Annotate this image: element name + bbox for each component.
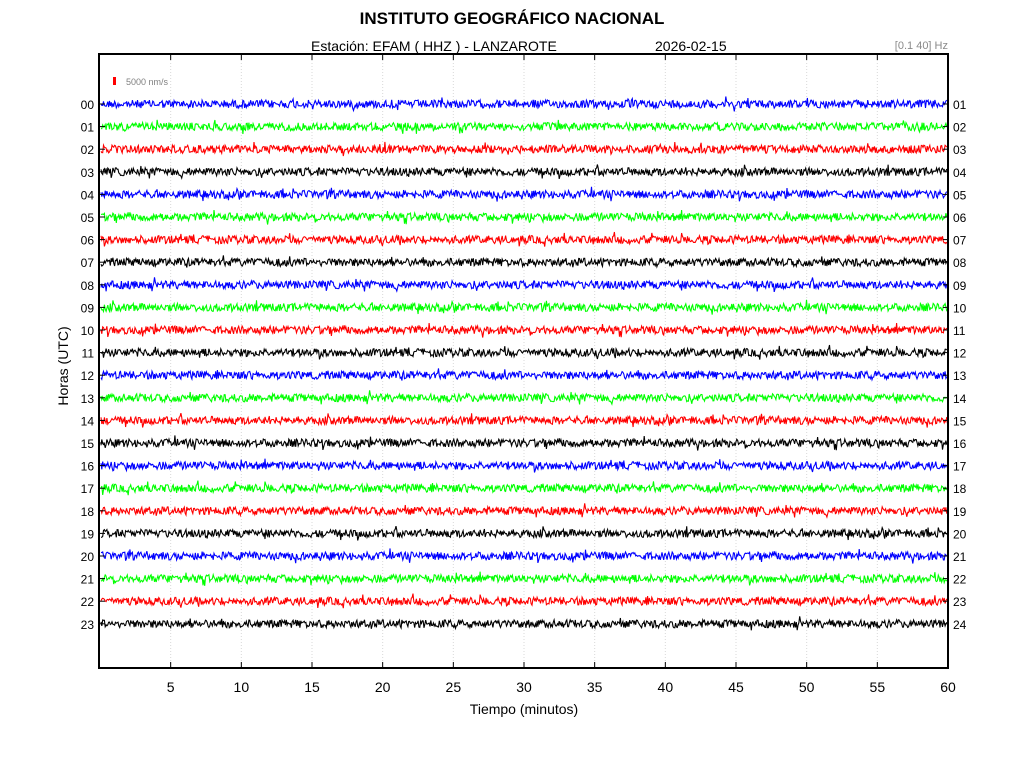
trace-hour-17: [100, 480, 947, 496]
trace-hour-13: [100, 390, 948, 406]
trace-hour-21: [100, 571, 948, 586]
label-layer: 5 10 15 20 25 30 35 40 45 50 55 60 Tiempo (minutos) H…: [55, 54, 967, 717]
hour-label-right: 04: [953, 166, 967, 180]
hour-label-left: 03: [81, 166, 95, 180]
x-tick-label: 20: [375, 679, 391, 695]
hour-label-left: 01: [81, 121, 95, 135]
hour-label-right: 01: [953, 98, 967, 112]
trace-hour-10: [100, 323, 948, 338]
trace-hour-14: [100, 412, 948, 428]
station-label: Estación: EFAM ( HHZ ) - LANZAROTE: [311, 38, 557, 54]
hour-label-right: 14: [953, 392, 967, 406]
hour-label-right: 09: [953, 279, 967, 293]
x-tick-label: 35: [587, 679, 603, 695]
x-tick-label: 40: [658, 679, 674, 695]
grid-layer: [170, 54, 878, 668]
hour-label-left: 06: [81, 234, 95, 248]
hour-label-right: 07: [953, 234, 967, 248]
hour-label-left: 16: [81, 460, 95, 474]
trace-hour-22: [100, 593, 948, 609]
hour-label-right: 19: [953, 505, 967, 519]
trace-hour-02: [100, 141, 948, 157]
x-tick-label: 45: [728, 679, 744, 695]
hour-label-right: 06: [953, 211, 967, 225]
hour-label-left: 13: [81, 392, 95, 406]
trace-hour-09: [100, 299, 948, 315]
trace-hour-00: [100, 96, 948, 113]
hour-label-right: 21: [953, 550, 967, 564]
x-tick-label: 30: [516, 679, 532, 695]
hour-label-right: 08: [953, 256, 967, 270]
x-tick-label: 55: [870, 679, 886, 695]
x-tick-label: 60: [940, 679, 956, 695]
trace-hour-19: [100, 525, 948, 541]
hour-label-right: 13: [953, 369, 967, 383]
hour-label-left: 21: [81, 573, 95, 587]
trace-hour-15: [100, 435, 948, 451]
hour-label-right: 05: [953, 188, 967, 202]
x-tick-label: 5: [167, 679, 175, 695]
hour-label-right: 10: [953, 301, 967, 315]
x-tick-label: 10: [234, 679, 250, 695]
hour-label-right: 11: [953, 324, 966, 338]
trace-hour-03: [100, 164, 948, 180]
hour-label-left: 04: [81, 188, 95, 202]
hour-label-left: 08: [81, 279, 95, 293]
hour-label-left: 22: [81, 595, 95, 609]
hour-label-left: 20: [81, 550, 95, 564]
y-axis-label: Horas (UTC): [55, 326, 71, 405]
trace-hour-18: [100, 503, 948, 519]
trace-hour-11: [100, 344, 948, 360]
scale-label: 5000 nm/s: [126, 77, 169, 87]
trace-hour-16: [100, 458, 948, 473]
trace-hour-05: [100, 210, 948, 225]
trace-hour-20: [100, 548, 947, 564]
x-tick-label: 15: [304, 679, 320, 695]
hour-label-left: 23: [81, 618, 95, 632]
hour-label-left: 09: [81, 301, 95, 315]
chart-title: INSTITUTO GEOGRÁFICO NACIONAL: [359, 9, 665, 28]
hour-label-right: 18: [953, 482, 967, 496]
trace-layer: [100, 96, 948, 631]
hour-label-right: 20: [953, 527, 967, 541]
trace-hour-01: [100, 119, 948, 134]
scale-bar: [113, 77, 116, 85]
trace-hour-12: [100, 368, 948, 382]
trace-hour-08: [100, 277, 948, 293]
hour-label-left: 00: [81, 98, 95, 112]
hour-label-left: 14: [81, 414, 95, 428]
x-tick-label: 25: [446, 679, 462, 695]
hour-label-left: 18: [81, 505, 95, 519]
filter-label: [0.1 40] Hz: [894, 40, 948, 52]
hour-label-right: 16: [953, 437, 967, 451]
hour-label-left: 11: [82, 347, 95, 361]
hour-label-left: 15: [81, 437, 95, 451]
hour-label-right: 24: [953, 618, 967, 632]
hour-label-left: 17: [81, 482, 95, 496]
hour-label-left: 19: [81, 527, 95, 541]
date-label: 2026-02-15: [655, 38, 727, 54]
hour-label-right: 22: [953, 573, 967, 587]
hour-label-right: 15: [953, 414, 967, 428]
trace-hour-06: [100, 231, 948, 247]
hour-label-right: 03: [953, 143, 967, 157]
hour-label-left: 07: [81, 256, 95, 270]
hour-label-left: 02: [81, 143, 95, 157]
trace-hour-23: [100, 616, 948, 631]
x-tick-label: 50: [799, 679, 815, 695]
hour-label-right: 17: [953, 460, 967, 474]
trace-hour-04: [100, 186, 948, 202]
hour-label-left: 12: [81, 369, 95, 383]
hour-label-right: 02: [953, 121, 967, 135]
x-axis-label: Tiempo (minutos): [470, 701, 578, 717]
trace-hour-07: [100, 255, 948, 269]
hour-label-left: 10: [81, 324, 95, 338]
hour-label-left: 05: [81, 211, 95, 225]
hour-label-right: 12: [953, 347, 967, 361]
hour-label-right: 23: [953, 595, 967, 609]
